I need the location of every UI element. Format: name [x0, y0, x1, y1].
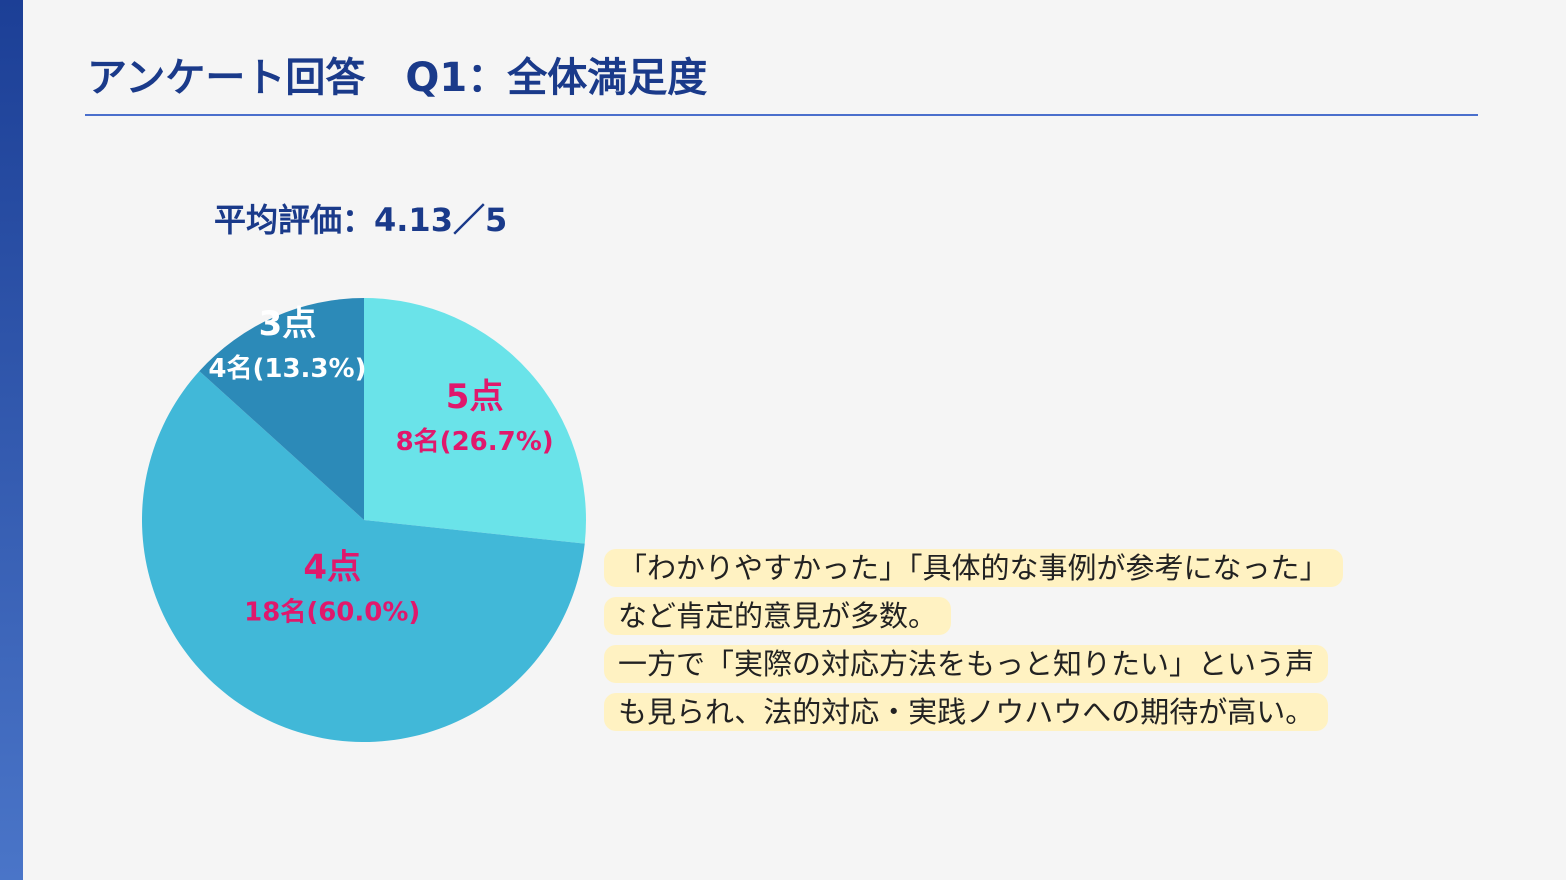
value-label: 4名(13.3%): [208, 353, 366, 384]
slice-label: 5点: [446, 377, 504, 417]
pie-slice: [364, 298, 587, 544]
value-label: 8名(26.7%): [396, 426, 554, 457]
pie-slice: [199, 298, 364, 520]
annotation-line: など肯定的意見が多数。: [604, 597, 952, 635]
annotation-line: 「わかりやすかった」「具体的な事例が参考になった」: [604, 549, 1343, 587]
annotation-box: 「わかりやすかった」「具体的な事例が参考になった」 など肯定的意見が多数。一方で「…: [604, 544, 1484, 736]
slice-label: 3点: [259, 304, 317, 344]
value-label: 18名(60.0%): [244, 596, 420, 627]
slice-label: 4点: [303, 547, 361, 587]
pie-slice: [142, 371, 585, 742]
annotation-line: 一方で「実際の対応方法をもっと知りたい」という声: [604, 645, 1329, 683]
chart-title: アンケート回答 Q1：全体満足度: [87, 55, 707, 101]
side-bar: [0, 0, 23, 880]
chart-subtitle: 平均評価：4.13／5: [214, 201, 507, 239]
annotation-line: も見られ、法的対応・実践ノウハウへの期待が高い。: [604, 693, 1329, 731]
